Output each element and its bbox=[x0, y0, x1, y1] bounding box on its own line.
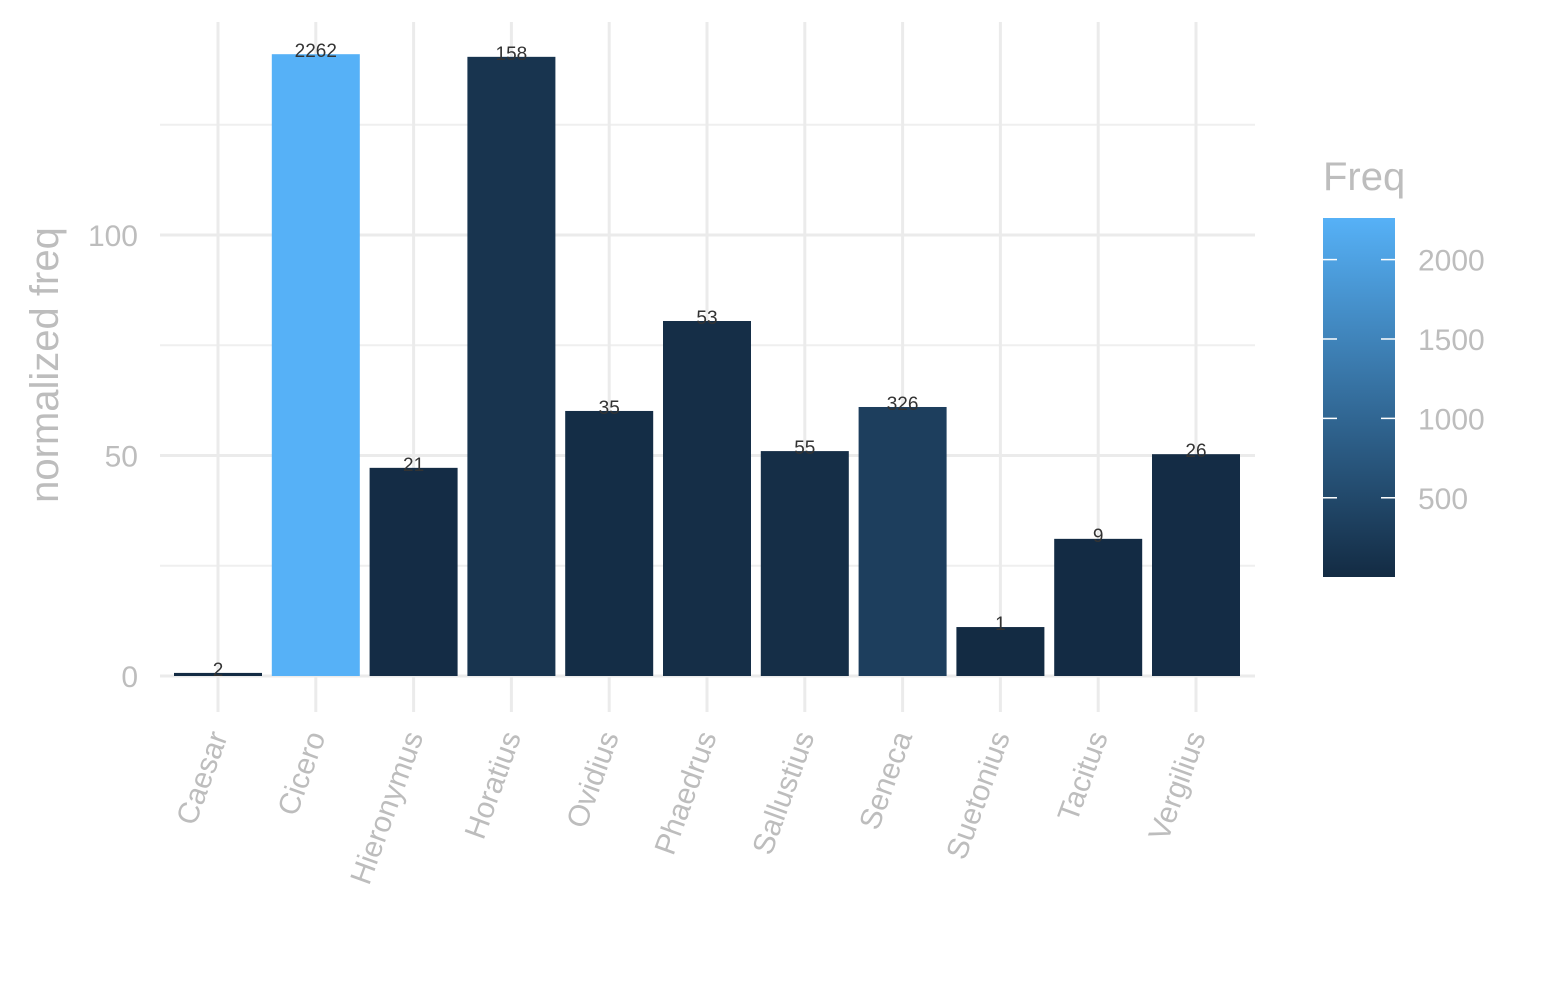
y-tick-label: 0 bbox=[121, 661, 138, 694]
data-label: 35 bbox=[599, 398, 620, 419]
x-axis: Caesar Cicero Hieronymus Horatius Ovidius Pha… bbox=[170, 727, 1212, 889]
bar-tacitus bbox=[1054, 538, 1143, 676]
legend-tick-label: 1500 bbox=[1418, 324, 1485, 357]
data-label: 53 bbox=[696, 308, 717, 329]
x-tick-label: Horatius bbox=[459, 727, 528, 843]
x-tick-label: Caesar bbox=[170, 727, 234, 829]
x-tick-label: Cicero bbox=[272, 727, 333, 820]
legend-colorbar bbox=[1323, 218, 1395, 577]
x-tick-label: Vergilius bbox=[1143, 727, 1213, 845]
bar-ovidius bbox=[565, 410, 654, 676]
bars bbox=[174, 54, 1240, 676]
data-label: 26 bbox=[1185, 441, 1206, 462]
data-labels: 2 2262 21 158 35 53 55 326 1 9 26 bbox=[213, 41, 1207, 681]
legend-tick-label: 1000 bbox=[1418, 403, 1485, 436]
bar-phaedrus bbox=[663, 320, 751, 676]
data-label: 158 bbox=[496, 44, 528, 65]
x-tick-label: Tacitus bbox=[1052, 727, 1115, 826]
x-tick-label: Seneca bbox=[853, 727, 919, 834]
data-label: 1 bbox=[995, 614, 1006, 635]
data-label: 326 bbox=[887, 394, 919, 415]
x-tick-label: Phaedrus bbox=[649, 727, 724, 859]
y-tick-label: 50 bbox=[105, 441, 138, 474]
x-tick-label: Hieronymus bbox=[344, 727, 430, 889]
bar-hieronymus bbox=[369, 467, 458, 676]
x-tick-label: Ovidius bbox=[561, 727, 626, 832]
bar-cicero bbox=[271, 54, 360, 676]
bar-vergilius bbox=[1152, 454, 1240, 676]
legend-title: Freq bbox=[1323, 155, 1405, 199]
bar-seneca bbox=[858, 406, 947, 676]
legend-tick-label: 500 bbox=[1418, 483, 1468, 516]
data-label: 55 bbox=[794, 438, 815, 459]
bar-suetonius bbox=[956, 627, 1045, 676]
x-tick-label: Suetonius bbox=[940, 727, 1017, 864]
legend: Freq 500 1000 1500 2000 bbox=[1323, 155, 1485, 577]
bar-caesar bbox=[174, 672, 262, 676]
y-tick-label: 100 bbox=[88, 220, 138, 253]
x-tick-label: Sallustius bbox=[746, 727, 821, 859]
y-axis: 0 50 100 bbox=[88, 220, 138, 694]
bar-horatius bbox=[467, 56, 556, 676]
legend-tick-label: 2000 bbox=[1418, 245, 1485, 278]
data-label: 21 bbox=[403, 455, 424, 476]
bar-sallustius bbox=[760, 451, 849, 676]
data-label: 2262 bbox=[295, 41, 337, 62]
data-label: 2 bbox=[213, 660, 224, 681]
data-label: 9 bbox=[1093, 526, 1104, 547]
y-axis-title: normalized freq bbox=[23, 227, 67, 503]
